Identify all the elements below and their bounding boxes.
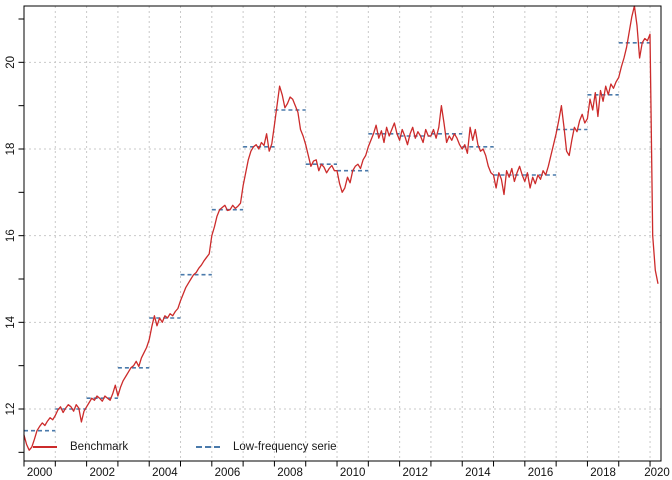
x-tick-label: 2010 bbox=[340, 467, 366, 479]
x-tick-label: 2018 bbox=[590, 467, 616, 479]
x-tick-label: 2006 bbox=[215, 467, 241, 479]
x-tick-label: 2008 bbox=[277, 467, 303, 479]
x-tick-label: 2016 bbox=[528, 467, 554, 479]
x-tick-label: 2004 bbox=[152, 467, 178, 479]
x-tick-label: 2002 bbox=[89, 467, 115, 479]
x-tick-label: 2014 bbox=[465, 467, 491, 479]
y-tick-label: 12 bbox=[5, 403, 17, 416]
y-tick-label: 14 bbox=[5, 315, 17, 328]
x-tick-label: 2020 bbox=[644, 467, 670, 479]
y-tick-label: 20 bbox=[5, 56, 17, 69]
y-tick-label: 18 bbox=[5, 143, 17, 156]
x-tick-label: 2012 bbox=[402, 467, 428, 479]
benchmark-line bbox=[23, 5, 659, 451]
y-tick-label: 16 bbox=[5, 229, 17, 242]
x-tick-label: 2000 bbox=[27, 467, 53, 479]
plot-border bbox=[23, 5, 662, 462]
